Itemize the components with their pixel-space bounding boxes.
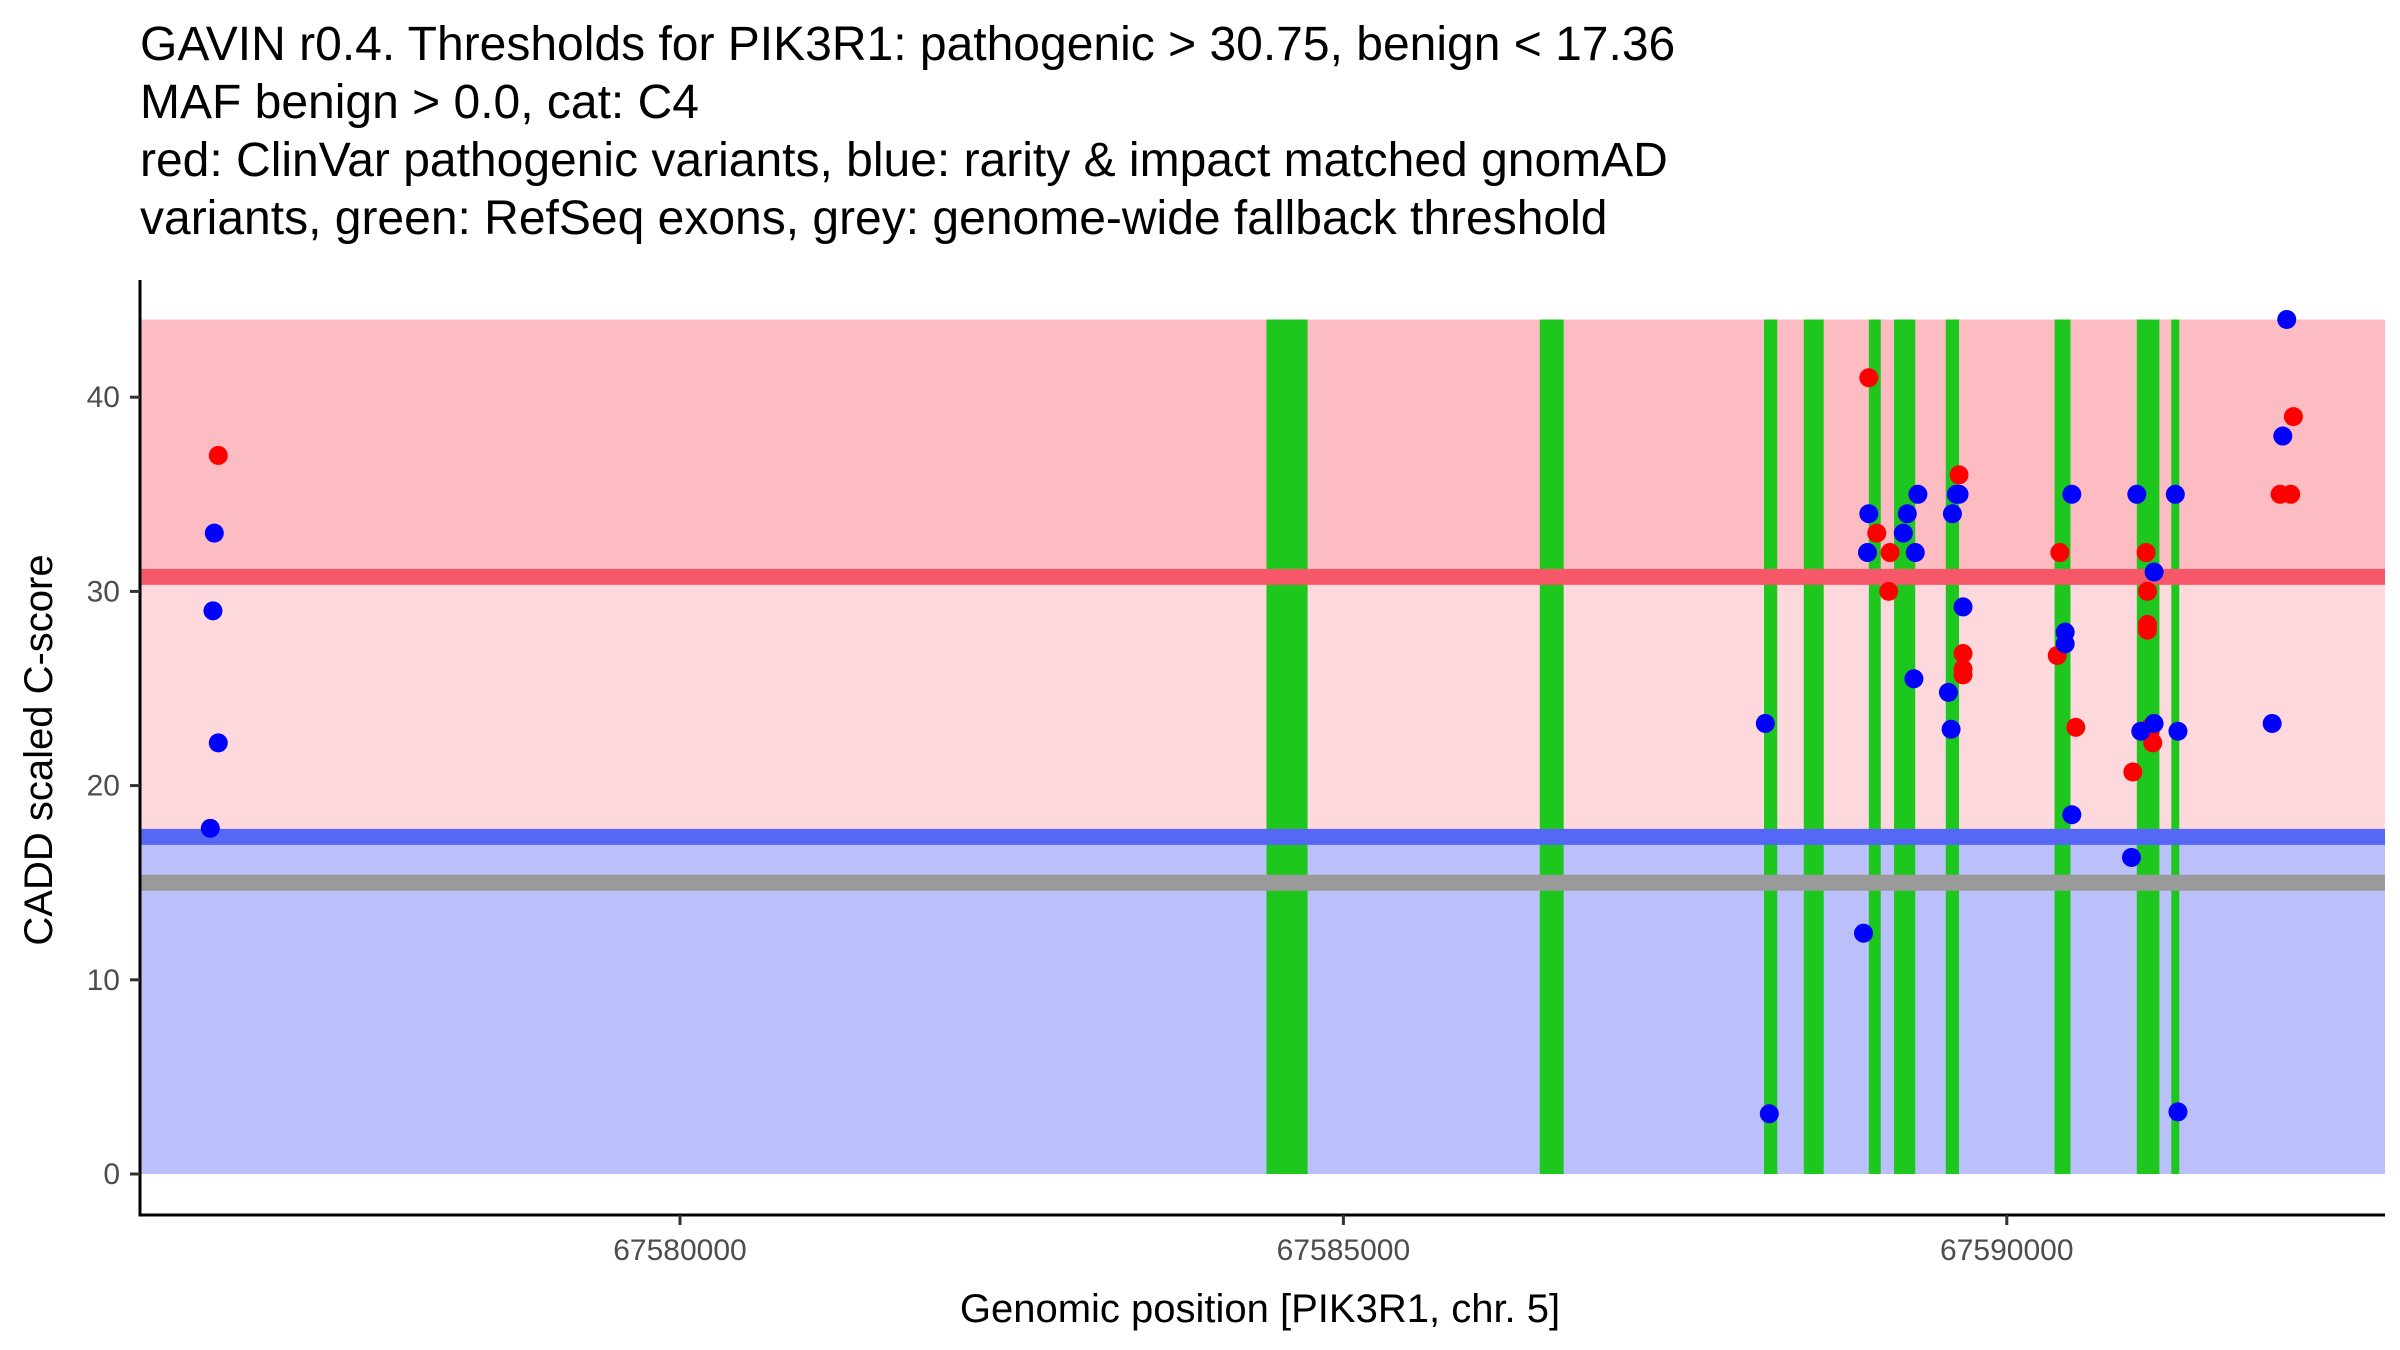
exon-band-5 (1868, 319, 1881, 1174)
pathogenic-point (2050, 543, 2070, 563)
gnomad-point (2144, 713, 2164, 733)
pathogenic-point (1949, 465, 1969, 485)
benign-region (140, 836, 2385, 1174)
pathogenic-point (2066, 717, 2086, 737)
gnomad-point (1949, 484, 1969, 504)
y-axis-label: CADD scaled C-score (17, 554, 61, 945)
gnomad-point (1908, 484, 1928, 504)
gnomad-point (1953, 597, 1973, 617)
exon-band-10 (2171, 319, 2180, 1174)
y-tick-label: 0 (103, 1158, 120, 1191)
gnomad-point (2122, 847, 2142, 867)
pathogenic-point (2281, 484, 2301, 504)
y-tick-label: 20 (87, 770, 120, 803)
gnomad-point (2144, 562, 2164, 582)
y-tick-label: 30 (87, 575, 120, 608)
y-tick-label: 40 (87, 381, 120, 414)
x-tick-label: 67590000 (1940, 1234, 2073, 1267)
gnomad-point (208, 733, 228, 753)
gnomad-point (1893, 523, 1913, 543)
gnomad-point (203, 601, 223, 621)
x-axis-label: Genomic position [PIK3R1, chr. 5] (960, 1287, 1560, 1331)
chart-title: GAVIN r0.4. Thresholds for PIK3R1: patho… (140, 16, 2340, 248)
pathogenic-point (2123, 762, 2143, 782)
x-tick-label: 67585000 (1277, 1234, 1410, 1267)
gnomad-point (2055, 634, 2075, 654)
gnomad-point (1941, 719, 1961, 739)
exon-band-6 (1894, 319, 1916, 1174)
pathogenic-point (1880, 543, 1900, 563)
exon-band-2 (1539, 319, 1564, 1174)
pathogenic-point (2136, 543, 2156, 563)
gnomad-point (2062, 484, 2082, 504)
gnomad-point (1759, 1104, 1779, 1124)
title-line-1: GAVIN r0.4. Thresholds for PIK3R1: patho… (140, 18, 1676, 71)
exon-band-8 (2054, 319, 2071, 1174)
exon-band-3 (1763, 319, 1778, 1174)
pathogenic-point (2137, 581, 2157, 601)
y-tick-label: 10 (87, 964, 120, 997)
pathogenic-point (1867, 523, 1887, 543)
gnomad-point (2273, 426, 2293, 446)
gnomad-point (1938, 682, 1958, 702)
gnomad-point (200, 818, 220, 838)
gnomad-point (1905, 543, 1925, 563)
pathogenic-point (1953, 665, 1973, 685)
exon-bands (1266, 319, 2180, 1174)
x-tick-label: 67580000 (613, 1234, 746, 1267)
pathogenic-point (2143, 733, 2163, 753)
variant-points (200, 310, 2303, 1124)
gnomad-point (1942, 504, 1962, 524)
exon-band-7 (1945, 319, 1960, 1174)
gnomad-point (2127, 484, 2147, 504)
axis-ticks: 0 10 20 30 40 67580000 67585000 67590000 (87, 381, 2074, 1267)
pathogenic-point (208, 445, 228, 465)
axes (138, 280, 2385, 1217)
title-line-2: MAF benign > 0.0, cat: C4 (140, 76, 699, 129)
gnomad-point (2262, 713, 2282, 733)
gnomad-point (2168, 721, 2188, 741)
exon-band-4 (1803, 319, 1824, 1174)
pathogenic-point (2283, 407, 2303, 427)
gnomad-point (1859, 504, 1879, 524)
title-line-3: red: ClinVar pathogenic variants, blue: … (140, 134, 1668, 187)
gnomad-point (1904, 669, 1924, 689)
pathogenic-point (1859, 368, 1879, 388)
pathogenic-point (1953, 644, 1973, 664)
intermediate-region (140, 576, 2385, 837)
gnomad-point (1854, 923, 1874, 943)
pathogenic-point (1879, 581, 1899, 601)
threshold-regions (140, 319, 2385, 1174)
gnomad-point (2062, 805, 2082, 825)
pathogenic-point (2137, 620, 2157, 640)
gnomad-point (2168, 1102, 2188, 1122)
gnomad-point (2277, 310, 2297, 330)
pathogenic-region (140, 319, 2385, 577)
gnomad-point (2165, 484, 2185, 504)
gnomad-point (204, 523, 224, 543)
exon-band-1 (1266, 319, 1308, 1174)
gnomad-point (1755, 713, 1775, 733)
title-line-4: variants, green: RefSeq exons, grey: gen… (140, 192, 1608, 245)
gnomad-point (1857, 543, 1877, 563)
gnomad-point (1897, 504, 1917, 524)
threshold-lines (140, 568, 2385, 891)
